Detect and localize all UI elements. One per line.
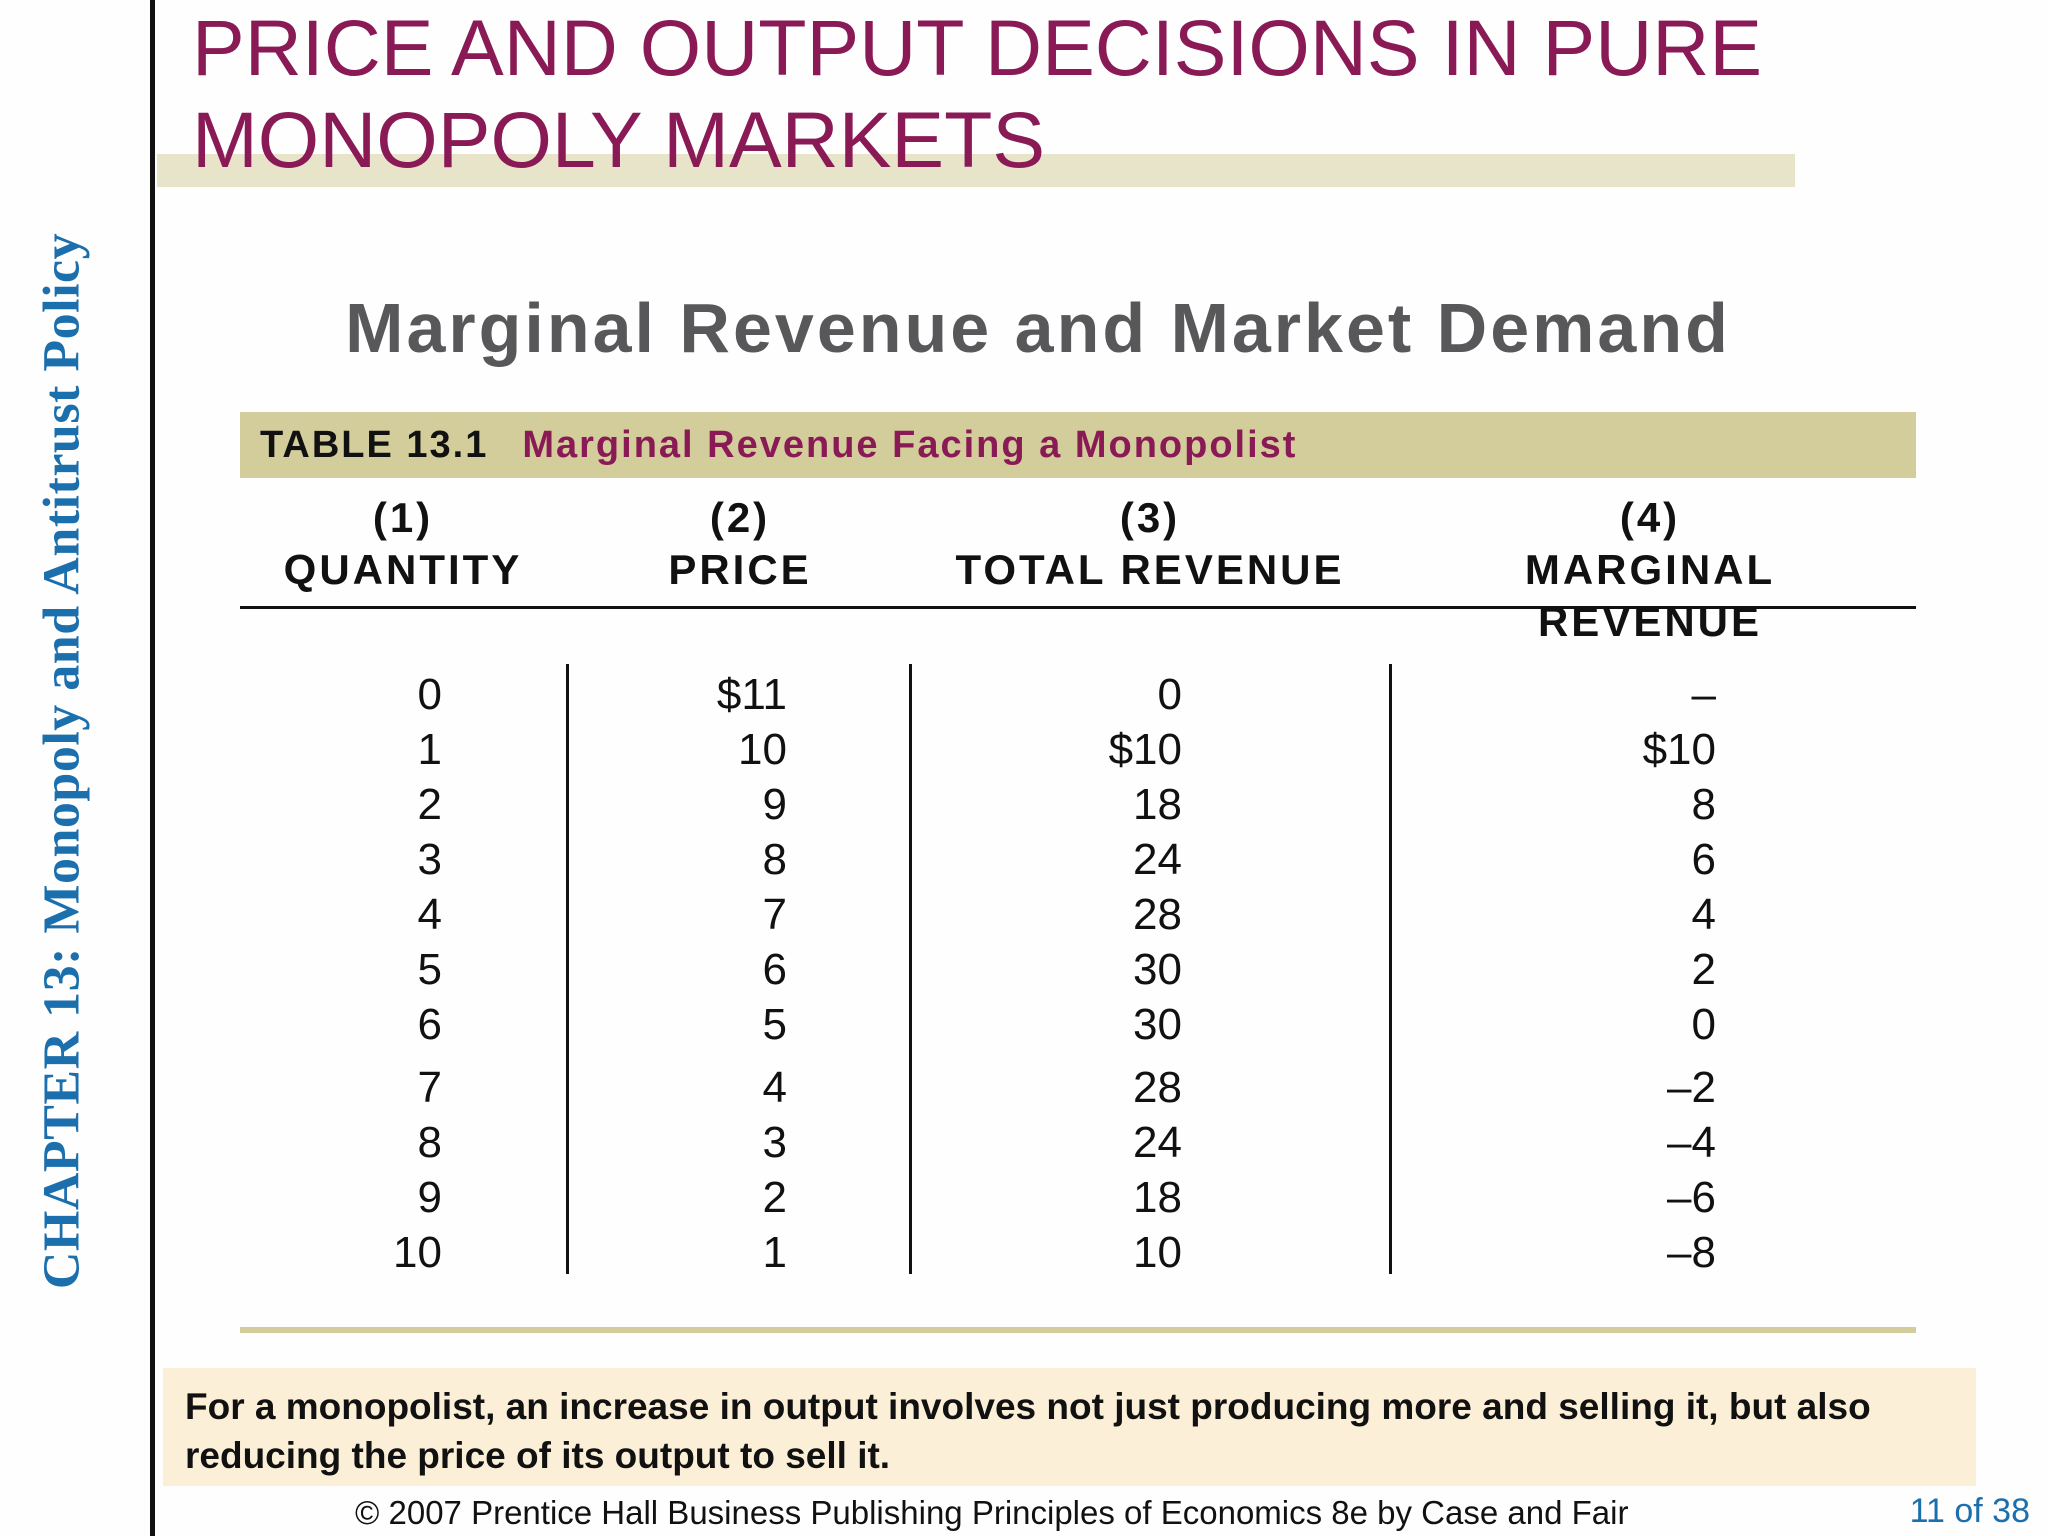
table-cell: 24 [1133, 1118, 1182, 1167]
vertical-divider [150, 0, 155, 1536]
table-cell: 10 [1133, 1228, 1182, 1277]
table-cell: 10 [738, 725, 787, 774]
title-underline-band [157, 154, 1795, 187]
table-cell: $11 [716, 670, 787, 719]
table-cell: 8 [762, 835, 787, 884]
table-cell: 8 [1691, 780, 1716, 829]
slide-title: PRICE AND OUTPUT DECISIONS IN PURE MONOP… [192, 2, 1892, 186]
column-total-revenue-values: 0 $10 18 24 28 30 30 28 24 18 10 [1040, 667, 1182, 1280]
column-number: (3) [1119, 494, 1181, 541]
page-number: 11 of 38 [1909, 1492, 2030, 1530]
slide-subtitle: Marginal Revenue and Market Demand [345, 289, 1731, 367]
table-cell: 8 [417, 1118, 442, 1167]
table-cell: 5 [762, 1000, 787, 1049]
column-label: TOTAL REVENUE [955, 546, 1345, 593]
column-price-values: $11 10 9 8 7 6 5 4 3 2 1 [660, 667, 787, 1280]
table-cell: –6 [1667, 1173, 1716, 1222]
table-cell: –4 [1667, 1118, 1716, 1167]
table-cell: $10 [1642, 725, 1716, 774]
column-header-quantity: (1) QUANTITY [253, 492, 553, 596]
table-cell: 0 [1691, 1000, 1716, 1049]
table-cell: 4 [1691, 890, 1716, 939]
table-cell: –8 [1667, 1228, 1716, 1277]
copyright-footer: © 2007 Prentice Hall Business Publishing… [355, 1494, 1629, 1531]
table-cell: 4 [762, 1063, 787, 1112]
table-cell: 2 [762, 1173, 787, 1222]
column-number: (2) [709, 494, 771, 541]
table-caption-bar: TABLE 13.1 Marginal Revenue Facing a Mon… [240, 412, 1916, 478]
table-cell: 18 [1133, 1173, 1182, 1222]
column-quantity-values: 0 1 2 3 4 5 6 7 8 9 10 [340, 667, 442, 1280]
table-cell: 5 [417, 945, 442, 994]
table-cell: 9 [417, 1173, 442, 1222]
table-cell: 18 [1133, 780, 1182, 829]
column-label: QUANTITY [283, 546, 523, 593]
column-header-marginal-revenue: (4) MARGINAL REVENUE [1480, 492, 1820, 648]
column-number: (4) [1619, 494, 1681, 541]
column-label: MARGINAL REVENUE [1524, 546, 1776, 645]
table-number: TABLE 13.1 [260, 423, 489, 466]
table-cell: 28 [1133, 1063, 1182, 1112]
header-rule [240, 606, 1916, 609]
key-point-note: For a monopolist, an increase in output … [163, 1368, 1976, 1486]
column-number: (1) [372, 494, 434, 541]
table-cell: $10 [1108, 725, 1182, 774]
table-cell: 0 [1157, 670, 1182, 719]
column-header-price: (2) PRICE [590, 492, 890, 596]
table-cell: 2 [1691, 945, 1716, 994]
table-cell: 6 [417, 1000, 442, 1049]
table-cell: 10 [393, 1228, 442, 1277]
table-cell: 2 [417, 780, 442, 829]
slide-title-line-1: PRICE AND OUTPUT DECISIONS IN PURE [192, 3, 1763, 92]
column-divider [909, 664, 912, 1274]
table-cell: 0 [417, 670, 442, 719]
table-bottom-rule [240, 1327, 1916, 1333]
table-cell: 24 [1133, 835, 1182, 884]
table-cell: 4 [417, 890, 442, 939]
table-cell: 7 [762, 890, 787, 939]
table-cell: 3 [762, 1118, 787, 1167]
table-cell: 9 [762, 780, 787, 829]
table-cell: 3 [417, 835, 442, 884]
column-divider [566, 664, 569, 1274]
table-caption: Marginal Revenue Facing a Monopolist [522, 423, 1298, 466]
table-cell: 7 [417, 1063, 442, 1112]
table-cell: 1 [417, 725, 442, 774]
column-divider [1389, 664, 1392, 1274]
table-cell: 28 [1133, 890, 1182, 939]
chapter-label: CHAPTER 13: Monopoly and Antitrust Polic… [33, 232, 91, 1290]
column-marginal-revenue-values: – $10 8 6 4 2 0 –2 –4 –6 –8 [1600, 667, 1716, 1280]
slide-title-line-2: MONOPOLY MARKETS [192, 95, 1046, 184]
column-header-total-revenue: (3) TOTAL REVENUE [900, 492, 1400, 596]
table-cell: – [1691, 670, 1716, 719]
table-cell: 30 [1133, 1000, 1182, 1049]
table-cell: –2 [1667, 1063, 1716, 1112]
column-label: PRICE [668, 546, 812, 593]
table-cell: 1 [762, 1228, 787, 1277]
table-cell: 30 [1133, 945, 1182, 994]
table-cell: 6 [1691, 835, 1716, 884]
table-cell: 6 [762, 945, 787, 994]
